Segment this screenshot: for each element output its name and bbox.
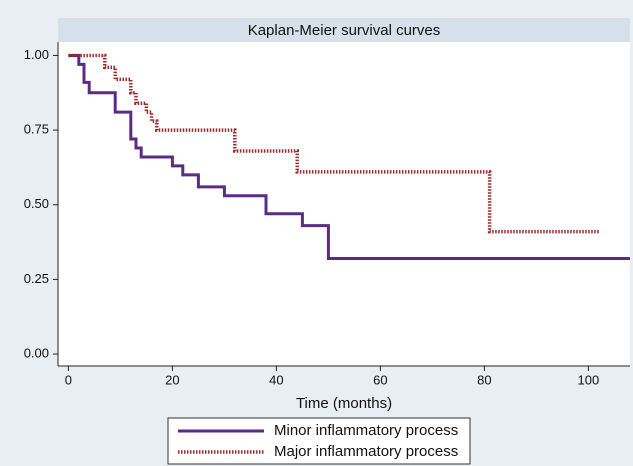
title-band [58, 18, 630, 42]
y-tick-label: 1.00 [24, 47, 49, 62]
x-tick-label: 100 [578, 372, 600, 387]
legend-label: Minor inflammatory process [274, 422, 458, 439]
x-axis-label: Time (months) [296, 395, 392, 412]
y-tick-label: 0.00 [24, 345, 49, 360]
legend-label: Major inflammatory process [274, 443, 458, 460]
chart-title: Kaplan-Meier survival curves [248, 22, 441, 39]
x-tick-label: 0 [65, 372, 72, 387]
legend [167, 417, 471, 465]
y-tick-label: 0.25 [24, 271, 49, 286]
x-tick-label: 20 [165, 372, 179, 387]
y-tick-label: 0.75 [24, 122, 49, 137]
y-tick-label: 0.50 [24, 196, 49, 211]
x-tick-label: 80 [477, 372, 491, 387]
x-tick-label: 60 [373, 372, 387, 387]
x-tick-label: 40 [269, 372, 283, 387]
plot-area [58, 42, 630, 366]
survival-curve [68, 53, 630, 260]
